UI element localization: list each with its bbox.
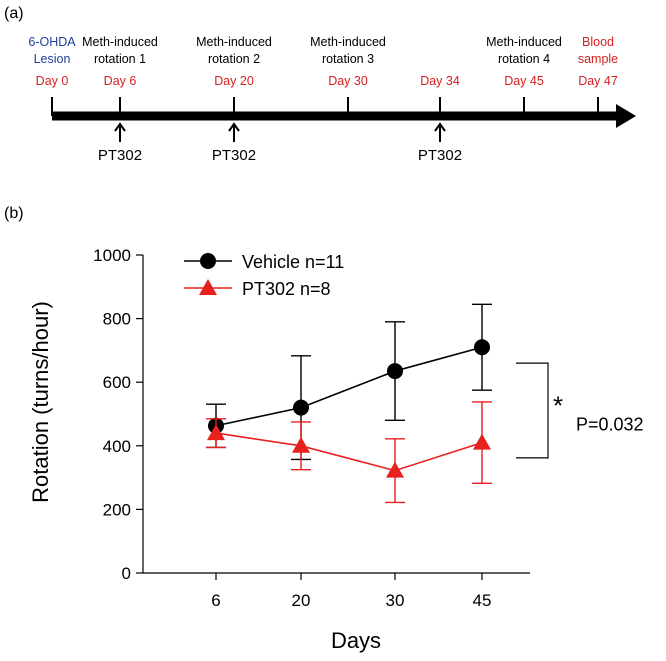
data-point <box>386 461 404 478</box>
x-tick-label: 45 <box>473 591 492 610</box>
timeline-arrow-head <box>616 104 636 128</box>
event-day-label: Day 47 <box>578 74 618 88</box>
event-day-label: Day 6 <box>104 74 137 88</box>
event-day-label: Day 0 <box>36 74 69 88</box>
legend-label: PT302 n=8 <box>242 279 331 299</box>
timeline-event: Blood sample Day 47 <box>578 35 618 116</box>
event-description: rotation 3 <box>322 52 374 66</box>
panel-label-a: (a) <box>4 5 24 22</box>
legend-marker <box>200 253 216 269</box>
event-day-label: Day 20 <box>214 74 254 88</box>
data-point <box>387 363 403 380</box>
x-tick-label: 6 <box>211 591 220 610</box>
event-day-label: Day 30 <box>328 74 368 88</box>
timeline-event: Meth-induced rotation 4 Day 45 <box>486 35 562 116</box>
timeline-panel: (a) 6-OHDA Lesion Day 0 Meth-induced rotatio… <box>4 5 636 164</box>
event-description: sample <box>578 52 618 66</box>
timeline-event: Meth-induced rotation 3 Day 30 <box>310 35 386 116</box>
y-tick-label: 800 <box>103 310 131 329</box>
data-series <box>206 303 492 504</box>
event-description: Meth-induced <box>82 35 158 49</box>
y-tick-label: 600 <box>103 373 131 392</box>
event-description: Blood <box>582 35 614 49</box>
data-point <box>293 399 309 416</box>
y-tick-label: 200 <box>103 500 131 519</box>
y-tick-label: 0 <box>122 564 131 583</box>
arrow-head-icon <box>228 122 240 132</box>
treatment-label: PT302 <box>212 147 256 164</box>
legend-marker <box>199 279 217 295</box>
event-description: Meth-induced <box>310 35 386 49</box>
significance-bracket <box>516 362 549 459</box>
event-description: rotation 4 <box>498 52 550 66</box>
legend-label: Vehicle n=11 <box>242 252 344 272</box>
event-day-label: Day 45 <box>504 74 544 88</box>
timeline-event: Meth-induced rotation 1 Day 6 <box>82 35 158 116</box>
x-axis-label: Days <box>331 628 381 653</box>
timeline-events: 6-OHDA Lesion Day 0 Meth-induced rotation 1 D… <box>28 35 618 116</box>
chart-panel: (b) Rotation (turns/hour) Days 020040060… <box>4 205 644 653</box>
arrow-head-icon <box>114 122 126 132</box>
data-point <box>207 424 225 441</box>
series-line <box>215 346 483 427</box>
legend: Vehicle n=11 PT302 n=8 <box>184 252 344 299</box>
treatment-label: PT302 <box>418 147 462 164</box>
event-description: Lesion <box>34 52 71 66</box>
event-description: rotation 2 <box>208 52 260 66</box>
treatment-marker: PT302 <box>418 122 462 164</box>
arrow-head-icon <box>434 122 446 132</box>
series-0 <box>206 303 492 461</box>
y-ticks: 0 200 400 600 800 1000 <box>93 246 143 583</box>
y-tick-label: 400 <box>103 437 131 456</box>
series-line <box>215 432 483 472</box>
panel-label-b: (b) <box>4 205 24 222</box>
y-tick-label: 1000 <box>93 246 131 265</box>
legend-entry: Vehicle n=11 <box>184 252 344 272</box>
timeline-event: Day 34 <box>420 74 460 116</box>
data-point <box>292 436 310 453</box>
x-tick-label: 20 <box>292 591 311 610</box>
treatment-label: PT302 <box>98 147 142 164</box>
event-description: Meth-induced <box>196 35 272 49</box>
x-ticks: 6 20 30 45 <box>211 573 491 610</box>
series-1 <box>206 401 492 504</box>
treatment-markers: PT302 PT302 PT302 <box>98 122 462 164</box>
timeline-event: 6-OHDA Lesion Day 0 <box>28 35 76 116</box>
significance-star: * <box>553 391 563 421</box>
timeline-event: Meth-induced rotation 2 Day 20 <box>196 35 272 116</box>
treatment-marker: PT302 <box>212 122 256 164</box>
significance-annotation: * P=0.032 <box>516 362 644 459</box>
event-description: 6-OHDA <box>28 35 76 49</box>
x-tick-label: 30 <box>386 591 405 610</box>
treatment-marker: PT302 <box>98 122 142 164</box>
data-point <box>473 433 491 450</box>
p-value-label: P=0.032 <box>576 415 644 435</box>
data-point <box>474 339 490 356</box>
event-day-label: Day 34 <box>420 74 460 88</box>
event-description: rotation 1 <box>94 52 146 66</box>
event-description: Meth-induced <box>486 35 562 49</box>
legend-entry: PT302 n=8 <box>184 279 331 299</box>
y-axis-label: Rotation (turns/hour) <box>28 301 53 503</box>
